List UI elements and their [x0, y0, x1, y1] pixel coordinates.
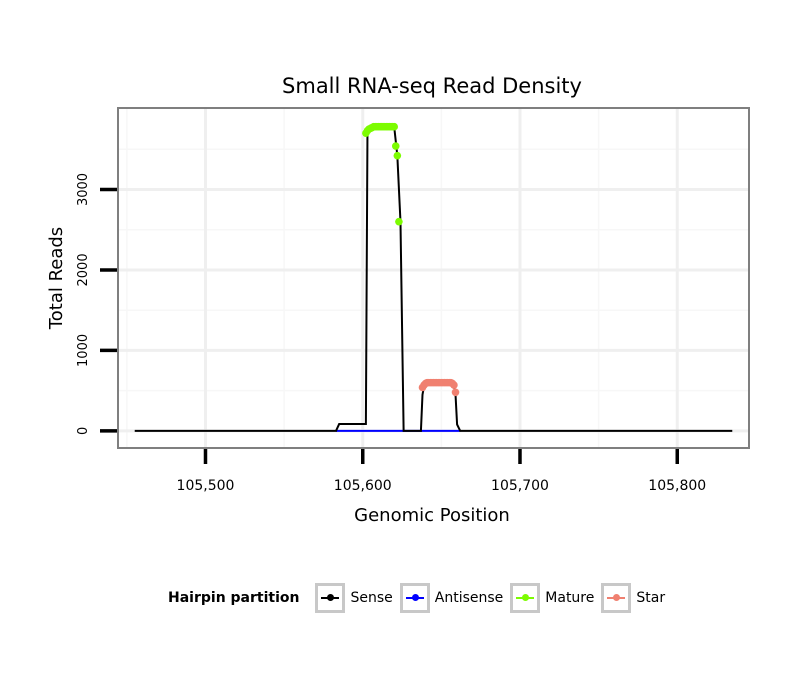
legend-key-star — [601, 583, 632, 613]
legend-items: Sense Antisense Mature Star — [315, 583, 672, 613]
x-tick-label: 105,500 — [177, 478, 235, 494]
legend-label: Sense — [350, 590, 393, 606]
legend-key-point — [522, 594, 530, 601]
y-tick-label: 3000 — [76, 173, 91, 206]
legend-key-point — [613, 594, 621, 601]
data-point-star — [450, 381, 458, 389]
y-axis: 0 1000 2000 3000 — [76, 173, 117, 435]
x-tick-label: 105,800 — [648, 478, 706, 494]
legend: Hairpin partition Sense Antisense Mature St… — [168, 580, 672, 616]
data-point-mature — [395, 217, 403, 226]
legend-key-point — [327, 594, 335, 601]
x-tick-label: 105,700 — [491, 478, 549, 494]
legend-key-mature — [510, 583, 541, 613]
chart-title: Small RNA-seq Read Density — [282, 74, 582, 98]
data-point-mature — [391, 142, 400, 150]
y-tick-label: 0 — [76, 427, 91, 435]
legend-item-star: Star — [601, 583, 665, 613]
legend-key-antisense — [399, 583, 430, 613]
data-point-mature — [390, 122, 398, 131]
legend-label: Antisense — [434, 590, 504, 606]
legend-item-mature: Mature — [510, 583, 594, 613]
legend-item-sense: Sense — [315, 583, 393, 613]
x-axis-label: Genomic Position — [354, 505, 510, 526]
plot-panel — [117, 107, 750, 449]
legend-item-antisense: Antisense — [399, 583, 504, 613]
legend-key-sense — [315, 583, 346, 613]
y-axis-label: Total Reads — [46, 227, 67, 330]
data-point-star — [451, 388, 460, 397]
y-tick-label: 2000 — [76, 253, 91, 286]
data-point-mature — [393, 151, 402, 160]
legend-title: Hairpin partition — [168, 590, 300, 606]
x-axis: 105,500 105,600 105,700 105,800 — [177, 449, 706, 494]
series-layer — [134, 122, 733, 432]
legend-label: Star — [636, 590, 666, 606]
y-tick-label: 1000 — [76, 334, 91, 367]
legend-label: Mature — [545, 590, 595, 606]
legend-key-point — [411, 594, 419, 601]
x-tick-label: 105,600 — [334, 478, 392, 494]
